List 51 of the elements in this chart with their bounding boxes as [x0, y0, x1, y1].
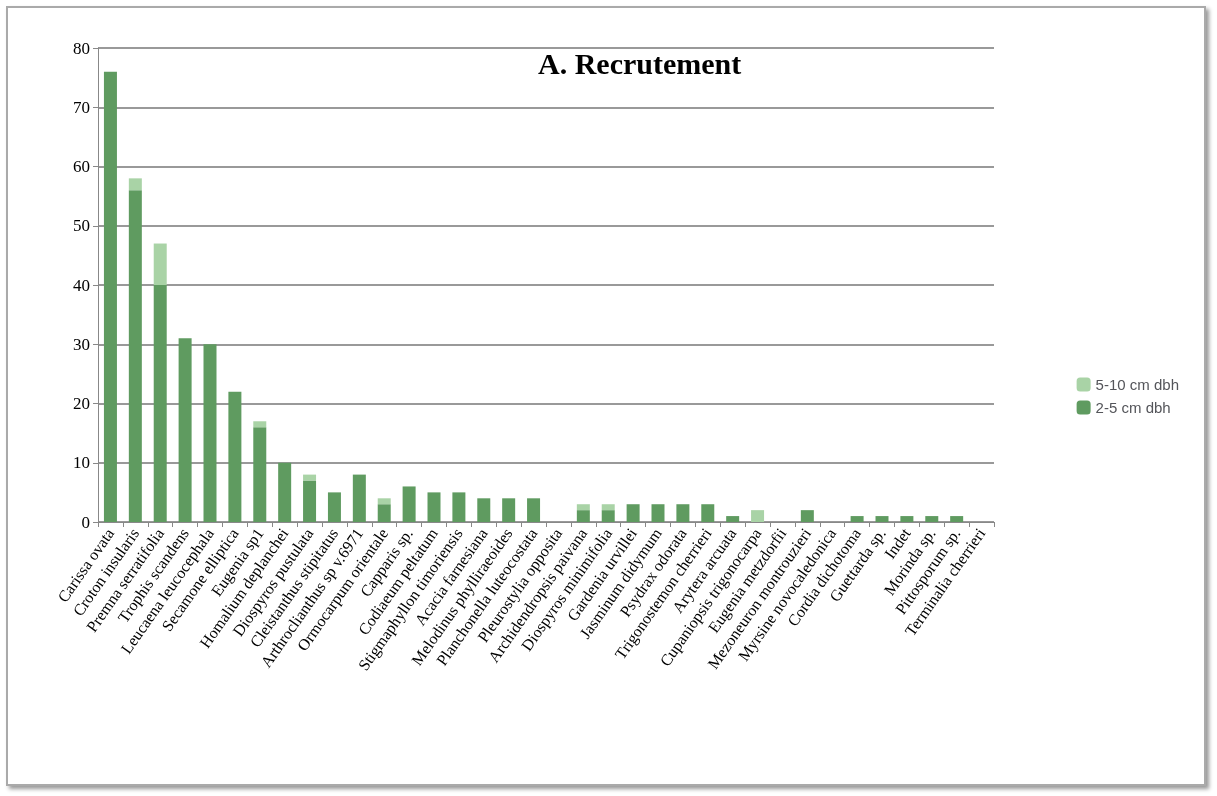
bar: [527, 498, 541, 522]
chart-title: A. Recrutement: [538, 46, 742, 80]
bar: [626, 504, 640, 522]
bar: [900, 516, 914, 522]
bar: [576, 504, 590, 511]
bar: [253, 427, 267, 522]
y-tick-label: 30: [73, 334, 90, 354]
y-tick-label: 20: [73, 394, 90, 413]
bar: [303, 480, 317, 522]
bar: [950, 516, 964, 522]
bar: [153, 243, 167, 285]
y-tick-label: 50: [73, 216, 90, 236]
bar: [850, 516, 864, 522]
bar: [676, 504, 690, 522]
y-tick-label: 80: [73, 38, 90, 58]
bar: [751, 510, 765, 522]
bar: [477, 498, 491, 522]
bar: [925, 516, 939, 522]
bar: [452, 492, 466, 522]
bar: [875, 516, 889, 522]
bar: [651, 504, 665, 522]
bar: [502, 498, 516, 522]
bar: [303, 474, 317, 481]
bar: [601, 510, 615, 522]
bar: [402, 486, 416, 522]
y-tick-label: 0: [81, 512, 90, 532]
bar: [153, 285, 167, 522]
bar: [178, 338, 192, 522]
bar: [228, 391, 242, 522]
bar: [278, 462, 292, 522]
y-tick-label: 10: [73, 453, 90, 473]
bar: [377, 498, 391, 505]
y-tick-label: 40: [73, 275, 90, 295]
legend-label: 2-5 cm dbh: [1095, 399, 1171, 416]
bar: [128, 178, 142, 191]
bar: [800, 510, 814, 522]
bar: [726, 516, 740, 522]
bar: [327, 492, 341, 522]
bar: [203, 344, 217, 522]
bar: [601, 504, 615, 511]
bar: [103, 71, 117, 522]
bar: [427, 492, 441, 522]
bar: [377, 504, 391, 522]
bar: [128, 190, 142, 522]
bar: [253, 421, 267, 428]
bar: [701, 504, 715, 522]
y-tick-label: 70: [73, 97, 90, 117]
bar: [352, 474, 366, 522]
legend-label: 5-10 cm dbh: [1095, 376, 1180, 393]
bar: [576, 510, 590, 522]
y-tick-label: 60: [73, 157, 90, 176]
